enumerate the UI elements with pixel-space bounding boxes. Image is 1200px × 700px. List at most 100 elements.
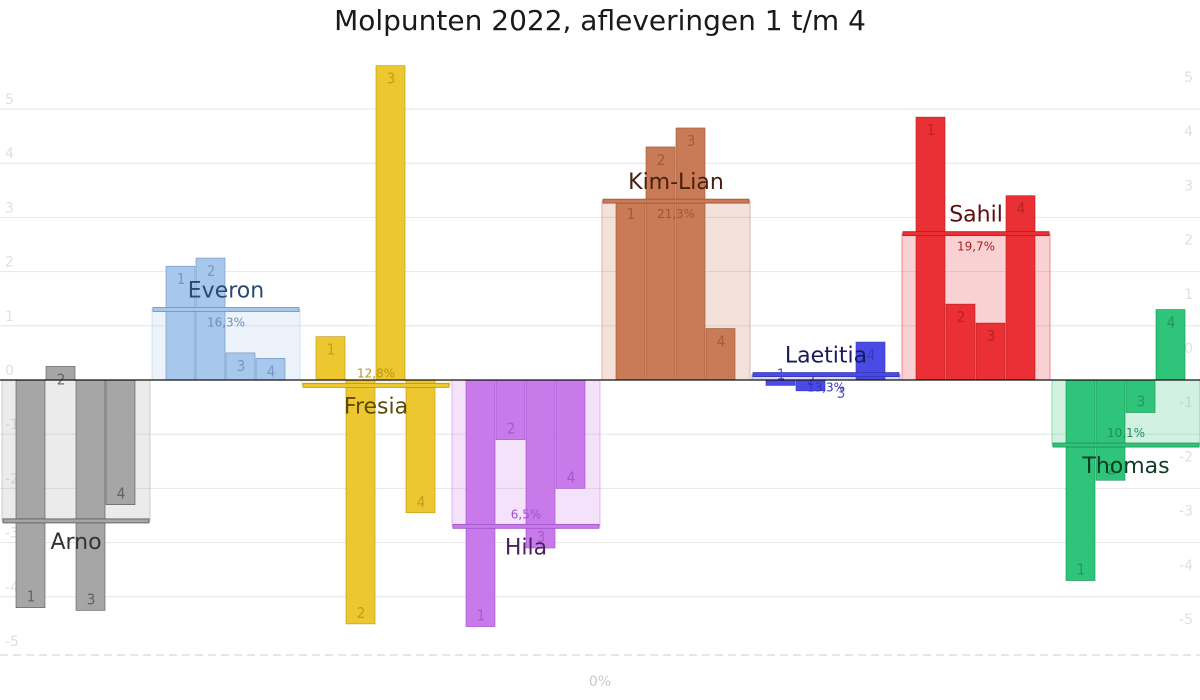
bar-label: 4 [1017,200,1026,218]
bar [975,322,1006,381]
y-tick-left: -1 [5,417,19,433]
bar [1065,379,1096,581]
series-name: Hila [505,535,547,560]
y-tick-left: 3 [5,200,14,216]
bar [375,65,406,381]
bar [645,146,676,381]
chart-title: Molpunten 2022, afleveringen 1 t/m 4 [334,4,866,37]
bar-label: 3 [237,357,246,375]
y-tick-left: -2 [5,471,19,487]
bar-label: 4 [117,485,126,503]
bar-label: 1 [177,270,186,288]
y-tick-right: -4 [1179,558,1193,574]
bar-label: 4 [867,346,876,364]
bar-label: 3 [1137,393,1146,411]
average-line [602,198,750,204]
bar [915,116,946,381]
bar [105,379,136,505]
series-percentage: 21,3% [657,207,695,221]
series-percentage: 12,8% [357,366,395,380]
series-percentage: 19,7% [957,240,995,254]
bar-label: 1 [1077,561,1086,579]
bar [555,379,586,489]
bar-label: 1 [927,121,936,139]
bar-label: 2 [507,420,516,438]
y-tick-right: 2 [1184,233,1193,249]
bar [345,379,376,625]
bar-label: 2 [957,308,966,326]
average-line [752,372,900,377]
bar-label: 1 [627,205,636,223]
bar [15,379,46,608]
bar [1155,309,1186,381]
bar [405,379,436,514]
bar-label: 1 [477,607,486,625]
bar [615,200,646,381]
bar-label: 3 [387,70,396,88]
bar [525,379,556,549]
series-percentage: 16,3% [207,316,245,330]
average-line [902,231,1050,237]
average-line [302,383,450,388]
bar [75,379,106,611]
y-tick-left: -5 [5,634,19,650]
y-tick-left: 4 [5,146,14,162]
series-name: Fresia [344,394,408,419]
y-tick-right: 1 [1184,287,1193,303]
y-tick-right: -2 [1179,449,1193,465]
bar-label: 2 [657,151,666,169]
bar-label: 1 [27,588,36,606]
bar [165,265,196,381]
y-tick-right: -5 [1179,612,1193,628]
bar [945,303,976,381]
y-tick-left: 5 [5,92,14,108]
bar-label: 4 [1167,314,1176,332]
bar-label: 4 [567,468,576,486]
series-percentage: 10,1% [1107,426,1145,440]
bar [225,352,256,381]
bar-label: 2 [1107,460,1116,478]
y-tick-right: 4 [1184,124,1193,140]
y-tick-left: 2 [5,255,14,271]
bar [1005,195,1036,381]
bar-label: 1 [327,341,336,359]
average-line [2,518,150,524]
series-percentage: 13,3% [807,381,845,395]
y-tick-left: 1 [5,309,14,325]
series-name: Everon [188,279,264,304]
bar-label: 3 [687,132,696,150]
y-tick-left: 0 [5,363,14,379]
bar [495,379,526,440]
bar-label: 2 [207,262,216,280]
y-tick-right: 5 [1184,70,1193,86]
bar-label: 4 [417,493,426,511]
bar-label: 3 [987,327,996,345]
y-tick-right: -3 [1179,504,1193,520]
average-line [1052,442,1200,448]
bar [675,127,706,381]
y-tick-left: -4 [5,580,19,596]
bar-label: 2 [357,604,366,622]
average-line [452,523,600,529]
y-tick-right: -1 [1179,395,1193,411]
bar [465,379,496,627]
bar [315,336,346,381]
series-name: Thomas [1081,454,1169,479]
bar [1125,379,1156,413]
series-name: Arno [50,530,101,555]
bar-label: 3 [87,590,96,608]
y-tick-left: -3 [5,526,19,542]
bar [1095,379,1126,481]
bottom-percentage-label: 0% [589,674,611,690]
bar-label: 4 [717,333,726,351]
y-tick-right: 0 [1184,341,1193,357]
bar-label: 3 [537,528,546,546]
bar-label: 3 [837,384,846,402]
series-name: Kim-Lian [628,170,724,195]
bar [705,328,736,381]
series-name: Sahil [949,203,1003,228]
bar-label: 4 [267,362,276,380]
average-line [152,307,300,312]
series-name: Laetitia [785,344,867,369]
